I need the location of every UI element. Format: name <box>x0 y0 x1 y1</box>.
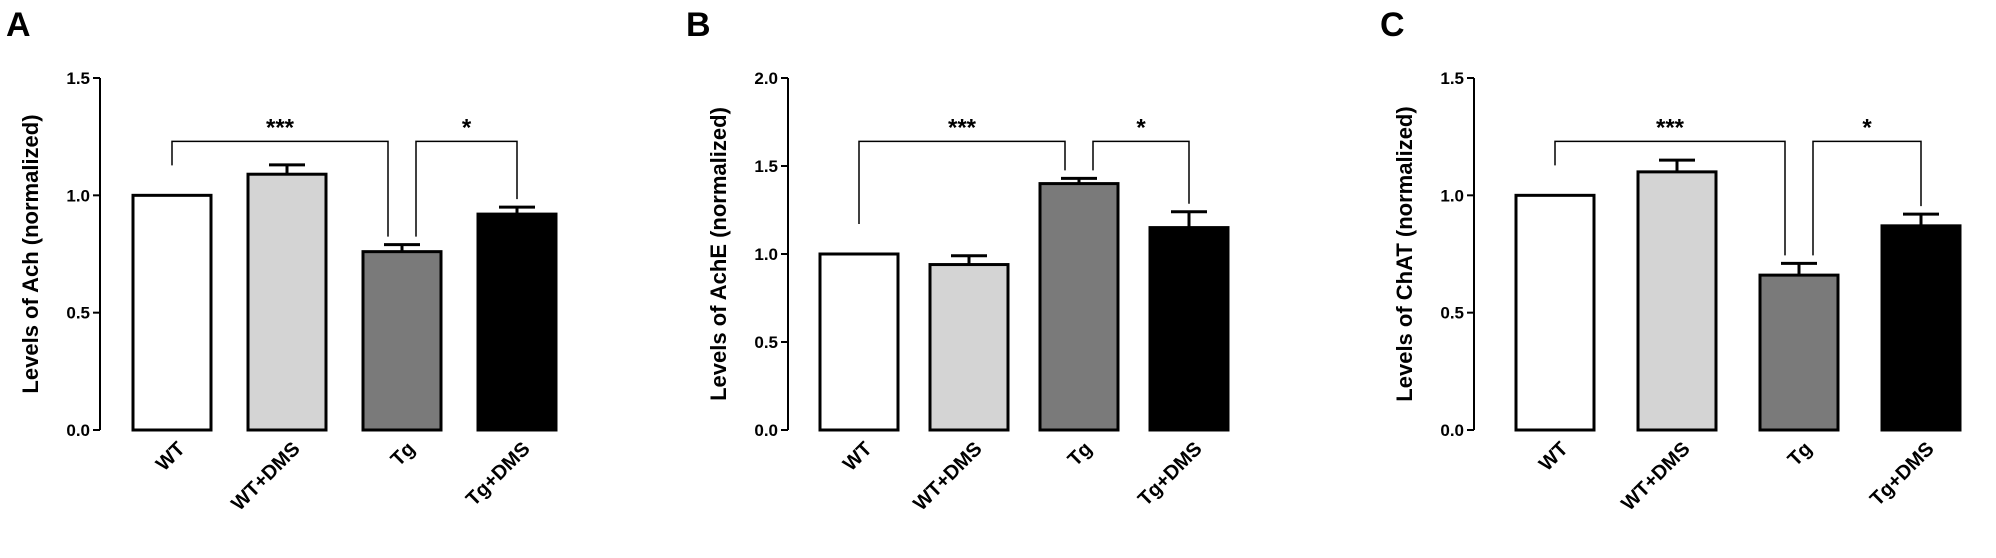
bar-tg <box>1038 182 1120 432</box>
significance-bracket <box>858 140 1066 224</box>
x-tick-label: Tg+DMS <box>462 438 535 511</box>
x-tick-label: Tg <box>1064 438 1097 471</box>
bar-wt <box>1514 193 1596 432</box>
x-tick-label: Tg+DMS <box>1866 438 1939 511</box>
significance-label: *** <box>266 114 295 141</box>
bar-wt-dms <box>1636 170 1718 432</box>
y-tick-label: 1.5 <box>1440 69 1464 88</box>
y-tick-label: 1.5 <box>754 157 778 176</box>
x-tick-label: WT+DMS <box>909 438 986 515</box>
bar-wt <box>131 193 213 432</box>
bar-tg <box>361 250 443 432</box>
x-tick-label: WT+DMS <box>227 438 304 515</box>
significance-bracket <box>171 140 389 237</box>
y-tick-label: 0.0 <box>1440 421 1464 440</box>
x-tick-label: Tg+DMS <box>1134 438 1207 511</box>
chart-panel-b: B 0.0 0.5 1.0 1.5 2.0 Levels of AchE (normaliz… <box>686 6 1230 515</box>
panel-letter: B <box>686 6 711 44</box>
y-tick-label: 1.0 <box>66 186 90 205</box>
y-tick-label: 1.0 <box>754 245 778 264</box>
y-tick-label: 1.0 <box>1440 186 1464 205</box>
significance-bracket <box>1554 140 1786 256</box>
bar-wt-dms <box>928 263 1010 432</box>
panel-letter: C <box>1380 6 1405 44</box>
bar-wt <box>818 252 900 432</box>
significance-label: * <box>462 114 472 141</box>
y-tick-label: 0.5 <box>1440 304 1464 323</box>
x-tick-label: WT <box>152 438 190 476</box>
significance-label: *** <box>1656 114 1685 141</box>
panel-letter: A <box>6 6 31 44</box>
chart-panel-c: C 0.0 0.5 1.0 1.5 Levels of ChAT (normalized)… <box>1380 6 1962 515</box>
x-tick-label: WT+DMS <box>1617 438 1694 515</box>
bar-wt-dms <box>246 172 328 432</box>
y-axis-title: Levels of ChAT (normalized) <box>1392 106 1417 401</box>
significance-label: * <box>1862 114 1872 141</box>
significance-bracket <box>1812 140 1922 256</box>
y-tick-label: 0.0 <box>754 421 778 440</box>
x-tick-label: WT <box>839 438 877 476</box>
y-axis-title: Levels of AchE (normalized) <box>706 107 731 401</box>
y-tick-label: 0.0 <box>66 421 90 440</box>
bar-tg-dms <box>1880 224 1962 432</box>
x-tick-label: Tg <box>387 438 420 471</box>
x-tick-label: Tg <box>1784 438 1817 471</box>
bar-tg <box>1758 273 1840 432</box>
y-tick-label: 0.5 <box>66 304 90 323</box>
bar-tg-dms <box>1148 226 1230 432</box>
y-tick-label: 1.5 <box>66 69 90 88</box>
bar-tg-dms <box>476 212 558 432</box>
y-tick-label: 2.0 <box>754 69 778 88</box>
x-tick-label: WT <box>1535 438 1573 476</box>
significance-label: * <box>1136 114 1146 141</box>
significance-bracket <box>1092 140 1190 204</box>
significance-label: *** <box>948 114 977 141</box>
y-tick-label: 0.5 <box>754 333 778 352</box>
chart-panel-a: A 0.0 0.5 1.0 1.5 Levels of Ach (normalized) W… <box>6 6 558 515</box>
significance-bracket <box>415 140 518 237</box>
y-axis-title: Levels of Ach (normalized) <box>18 114 43 393</box>
